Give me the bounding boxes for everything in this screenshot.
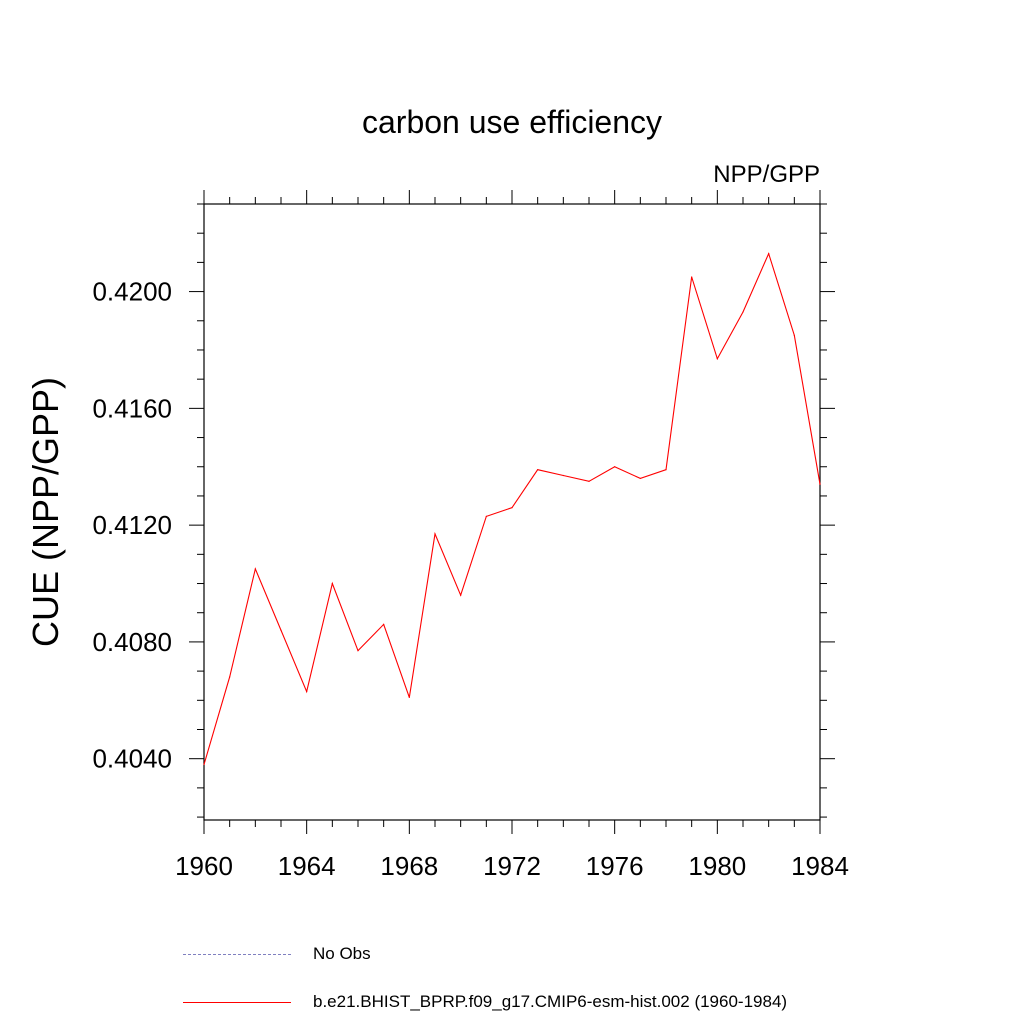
data-point xyxy=(562,474,564,477)
chart-subtitle: NPP/GPP xyxy=(713,161,820,188)
legend-label-no-obs: No Obs xyxy=(313,944,371,963)
data-point xyxy=(357,650,359,652)
legend-label-model-run: b.e21.BHIST_BPRP.f09_g17.CMIP6-esm-hist.… xyxy=(313,992,788,1011)
data-point xyxy=(691,276,693,278)
data-point xyxy=(460,594,462,596)
x-tick-label: 1968 xyxy=(380,851,438,881)
data-point xyxy=(819,483,821,485)
y-tick-label: 0.4160 xyxy=(92,393,172,423)
data-point xyxy=(408,696,410,698)
chart-title: carbon use efficiency xyxy=(361,104,663,140)
plot-frame xyxy=(203,203,821,821)
x-tick-label: 1976 xyxy=(586,851,644,881)
data-point xyxy=(588,480,590,482)
y-tick-label: 0.4040 xyxy=(92,744,172,774)
data-point xyxy=(614,466,616,468)
data-point xyxy=(793,334,795,336)
y-tick-label: 0.4200 xyxy=(92,277,172,307)
data-point xyxy=(280,629,282,631)
data-point xyxy=(742,311,744,313)
x-tick-label: 1984 xyxy=(791,851,849,881)
data-point xyxy=(665,469,667,471)
data-point xyxy=(331,582,333,585)
data-point xyxy=(768,253,770,255)
legend-item-no-obs: No Obs xyxy=(183,944,371,964)
data-point xyxy=(254,568,256,570)
x-tick-label: 1980 xyxy=(688,851,746,881)
data-point xyxy=(434,533,436,535)
x-tick-label: 1972 xyxy=(483,851,541,881)
data-point xyxy=(716,358,718,360)
y-tick-label: 0.4120 xyxy=(92,510,172,540)
y-tick-label: 0.4080 xyxy=(92,627,172,657)
legend-swatch-no-obs xyxy=(183,953,291,955)
data-point xyxy=(537,469,539,471)
legend-item-model-run: b.e21.BHIST_BPRP.f09_g17.CMIP6-esm-hist.… xyxy=(183,992,787,1012)
data-point xyxy=(203,763,205,766)
x-tick-label: 1964 xyxy=(278,851,336,881)
data-point xyxy=(485,515,487,517)
data-point xyxy=(639,477,641,480)
data-point xyxy=(383,623,385,625)
data-point xyxy=(229,676,231,678)
series-line xyxy=(203,252,821,765)
legend-swatch-model-run xyxy=(183,1001,291,1003)
x-tick-label: 1960 xyxy=(175,851,233,881)
data-point xyxy=(511,507,513,509)
data-point xyxy=(306,690,308,693)
